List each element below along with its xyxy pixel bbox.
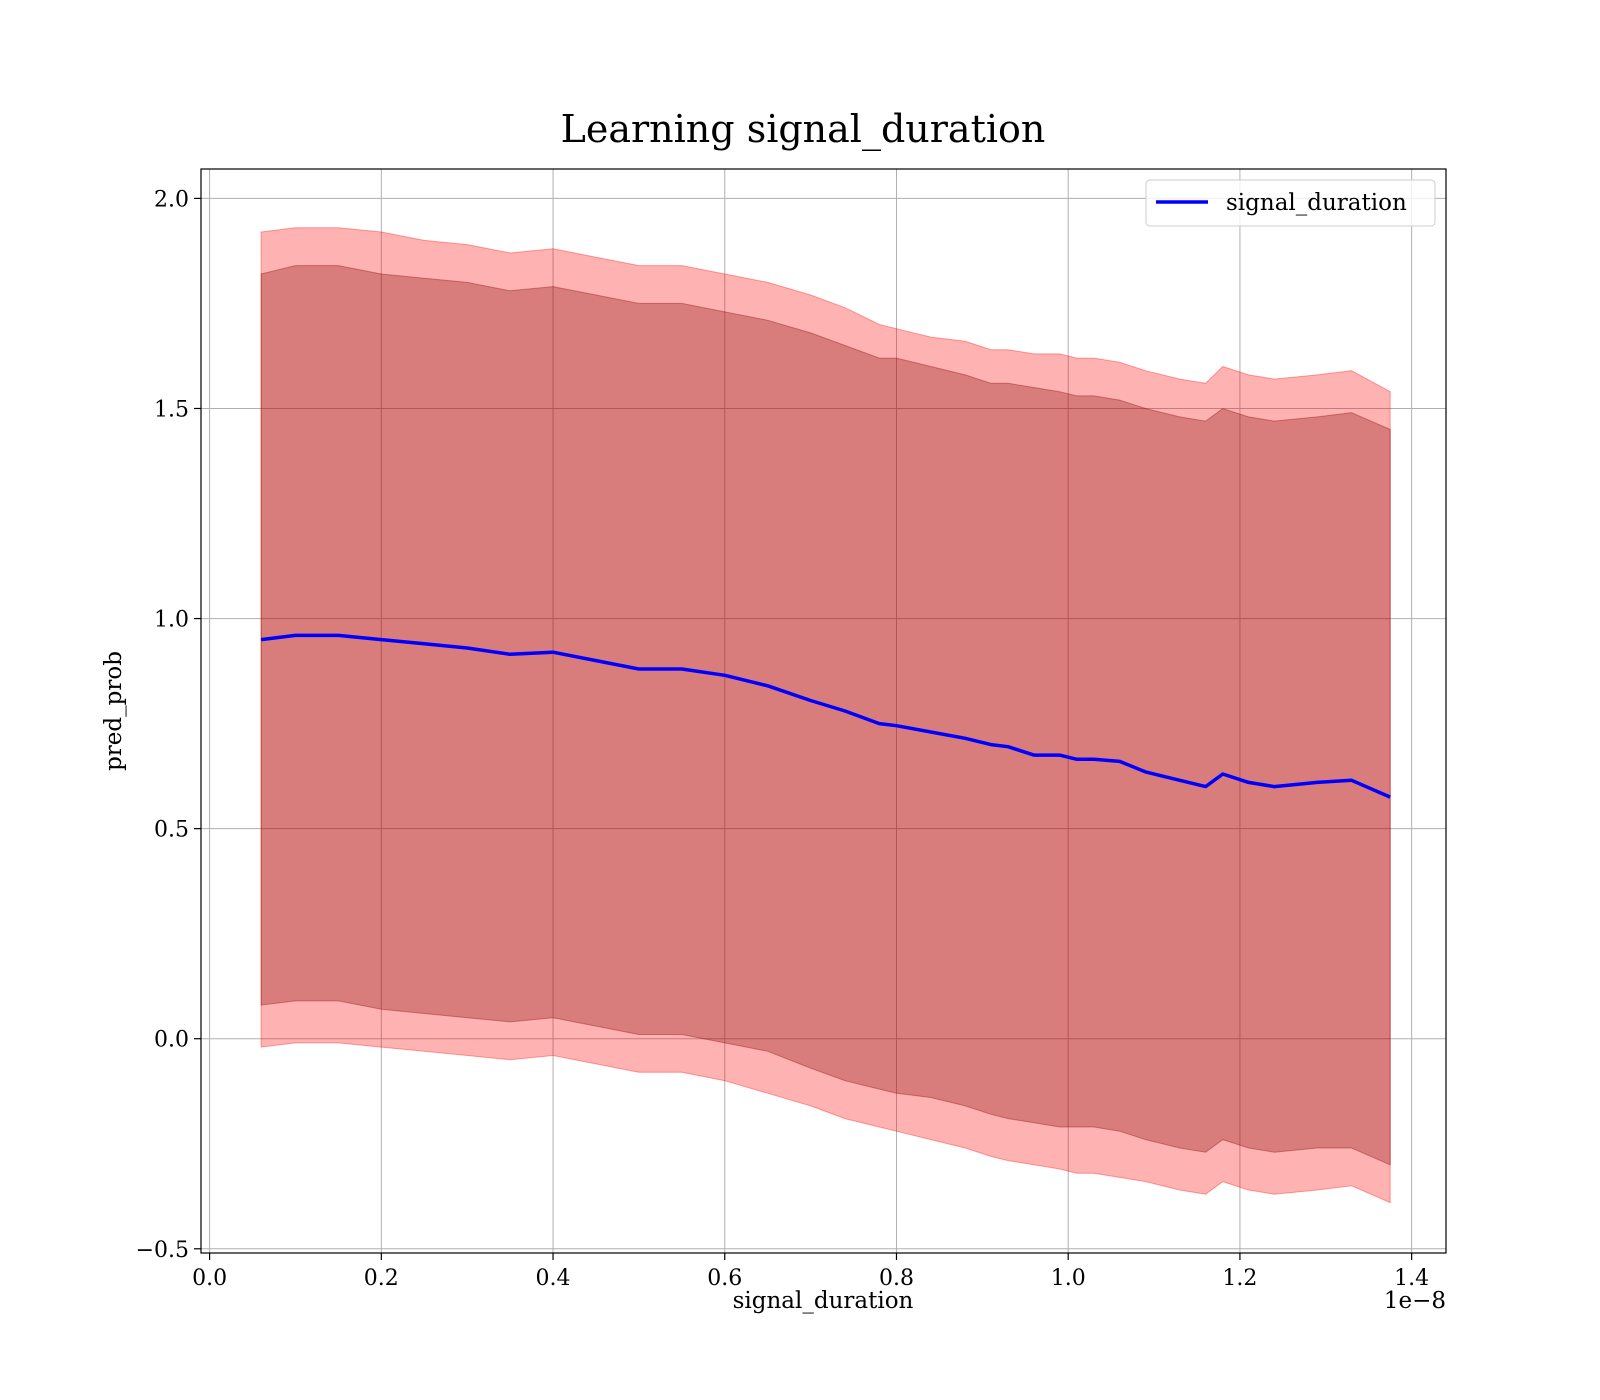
x-tick-label: 0.0	[192, 1266, 227, 1291]
legend-entry: signal_duration	[1226, 190, 1407, 216]
x-tick-label: 0.2	[364, 1266, 399, 1291]
y-tick-label: 0.5	[154, 818, 189, 843]
inner-band	[260, 265, 1391, 1166]
x-tick-label: 1.4	[1394, 1266, 1429, 1291]
grid-lines	[201, 169, 1446, 1253]
x-axis-label: signal_duration	[733, 1288, 914, 1314]
x-tick-label: 1.0	[1051, 1266, 1086, 1291]
y-tick-label: 1.0	[154, 608, 189, 633]
x-axis-ticks: 0.0 0.2 0.4 0.6 0.8 1.0 1.2 1.4	[192, 1253, 1429, 1291]
legend: signal_duration	[1145, 179, 1436, 227]
x-tick-label: 0.4	[536, 1266, 571, 1291]
confidence-bands	[260, 227, 1391, 1204]
legend-box	[1145, 179, 1436, 227]
y-tick-label: 1.5	[154, 397, 189, 422]
x-tick-label: 0.6	[707, 1266, 742, 1291]
y-tick-label: 0.0	[154, 1028, 189, 1053]
x-tick-label: 0.8	[879, 1266, 914, 1291]
y-axis-ticks: −0.5 0.0 0.5 1.0 1.5 2.0	[136, 187, 201, 1263]
x-tick-label: 1.2	[1222, 1266, 1257, 1291]
y-axis-label: pred_prob	[101, 651, 127, 771]
series-line	[260, 633, 1391, 799]
x-axis-offset-label: 1e−8	[1384, 1288, 1446, 1314]
outer-band	[260, 227, 1391, 1204]
series-lines	[260, 633, 1391, 799]
plot-frame	[200, 168, 1447, 1254]
y-tick-label: 2.0	[154, 187, 189, 212]
y-tick-label: −0.5	[136, 1238, 189, 1263]
chart-title: Learning signal_duration	[561, 107, 1046, 152]
